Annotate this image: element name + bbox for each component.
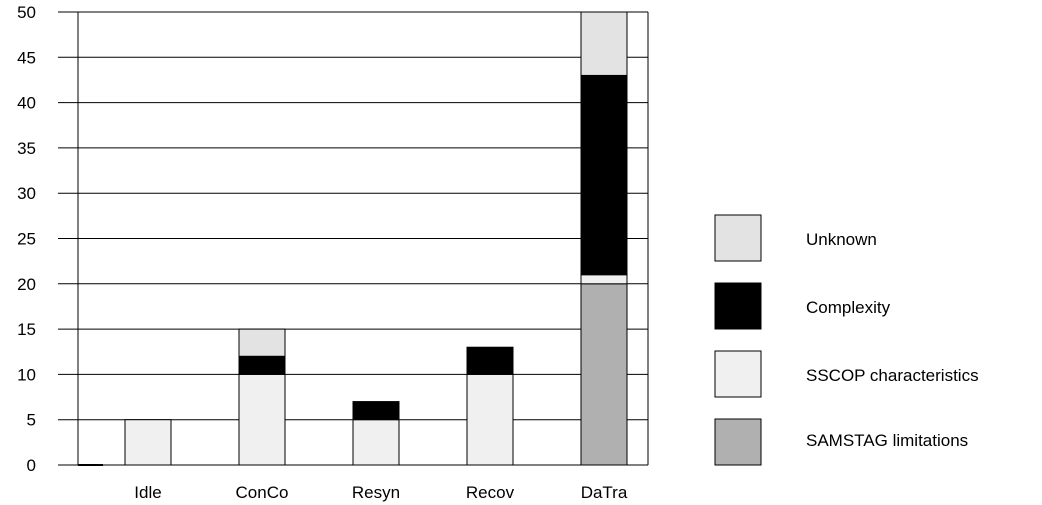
bar-segment <box>466 346 514 375</box>
y-tick-label: 45 <box>17 48 36 67</box>
y-tick-label: 30 <box>17 184 36 203</box>
x-axis-labels: Idle ConCo Resyn Recov DaTra <box>134 483 628 502</box>
legend-label: Complexity <box>806 298 891 317</box>
legend-swatch <box>714 350 762 398</box>
legend-swatch <box>714 214 762 262</box>
y-tick-label: 35 <box>17 139 36 158</box>
bar-segment <box>352 401 400 421</box>
y-tick-label: 5 <box>27 411 36 430</box>
y-axis-ticks: 0 5 10 15 20 25 30 35 40 45 50 <box>17 3 36 475</box>
x-category-label: Resyn <box>352 483 400 502</box>
bar-segment <box>580 74 628 276</box>
bar-segment <box>580 274 628 285</box>
axes <box>58 12 649 466</box>
bar-segment <box>580 283 628 466</box>
y-tick-label: 10 <box>17 365 36 384</box>
x-category-label: Recov <box>466 483 515 502</box>
bar-segment <box>124 419 172 466</box>
legend: Unknown Complexity SSCOP characteristics SA… <box>714 214 979 466</box>
bar-segment <box>580 11 628 76</box>
legend-label: SAMSTAG limitations <box>806 431 968 450</box>
bar-segment <box>466 373 514 466</box>
y-tick-label: 20 <box>17 275 36 294</box>
y-tick-label: 0 <box>27 456 36 475</box>
bar-segment <box>238 355 286 375</box>
legend-swatch <box>714 418 762 466</box>
bar-segment <box>238 373 286 466</box>
gridlines <box>58 11 648 421</box>
x-category-label: ConCo <box>236 483 289 502</box>
legend-label: Unknown <box>806 230 877 249</box>
y-tick-label: 25 <box>17 230 36 249</box>
x-category-label: DaTra <box>581 483 628 502</box>
legend-label: SSCOP characteristics <box>806 366 979 385</box>
bar-segment <box>238 328 286 357</box>
y-tick-label: 40 <box>17 94 36 113</box>
legend-swatch <box>714 282 762 330</box>
bar-segment <box>352 419 400 466</box>
y-tick-label: 15 <box>17 320 36 339</box>
bars <box>124 11 628 466</box>
x-category-label: Idle <box>134 483 161 502</box>
y-tick-label: 50 <box>17 3 36 22</box>
